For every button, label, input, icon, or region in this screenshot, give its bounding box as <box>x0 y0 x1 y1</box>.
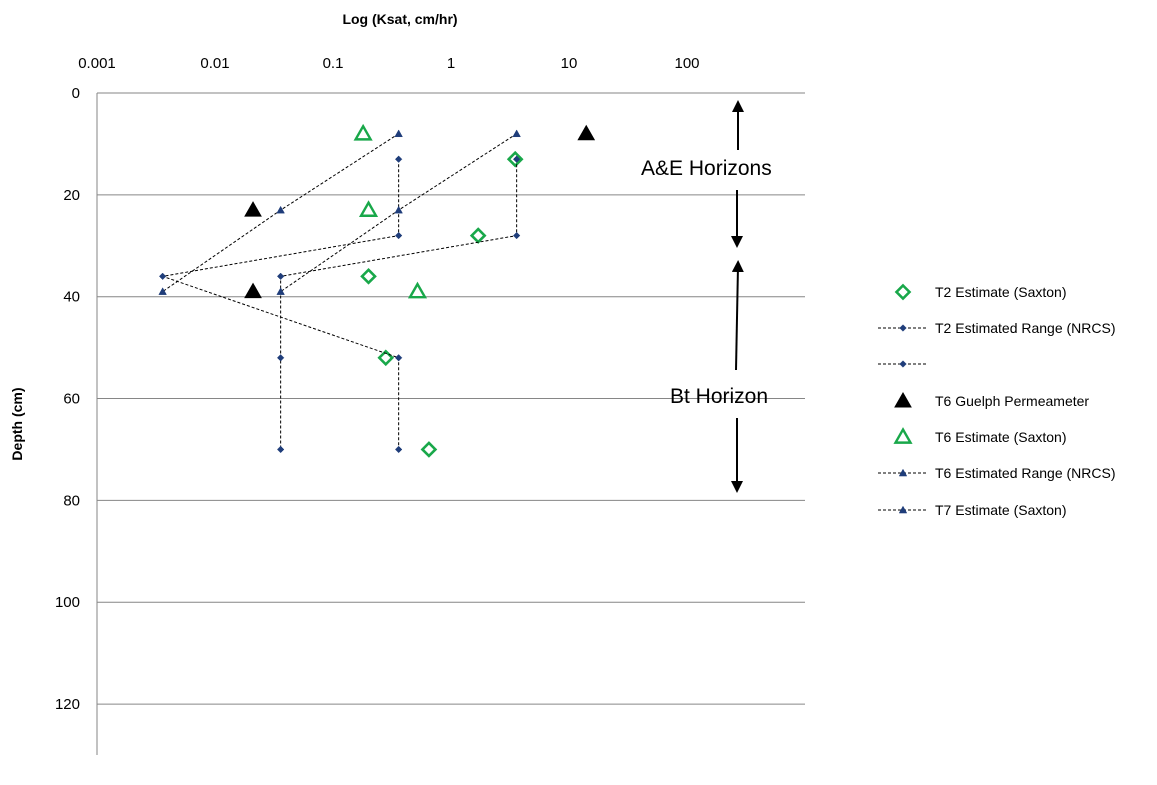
series-6 <box>276 129 521 295</box>
legend-marker <box>898 505 908 514</box>
series-2 <box>276 155 521 454</box>
legend: T2 Estimate (Saxton) T2 Estimated Range (… <box>878 283 1116 518</box>
data-point <box>512 129 521 138</box>
y-tick-label: 100 <box>55 594 80 611</box>
legend-marker <box>893 427 913 444</box>
x-tick-label: 10 <box>561 55 578 72</box>
data-point <box>158 272 167 280</box>
legend-label: T2 Estimate (Saxton) <box>935 284 1067 300</box>
x-tick-label: 0.01 <box>200 55 229 72</box>
legend-label: T6 Guelph Permeameter <box>935 393 1089 409</box>
data-point <box>394 155 403 163</box>
series-line <box>280 159 518 450</box>
data-point <box>394 445 403 454</box>
x-tick-label: 0.001 <box>78 55 116 72</box>
data-point <box>394 205 403 214</box>
y-tick-label: 80 <box>63 492 80 509</box>
legend-item-0: T2 Estimate (Saxton) <box>894 283 1067 301</box>
series-4 <box>353 123 428 299</box>
data-point <box>394 129 403 138</box>
legend-marker <box>899 324 907 332</box>
legend-item-6: T7 Estimate (Saxton) <box>878 502 1067 518</box>
bt-up-arrow <box>731 260 744 371</box>
x-tick-label: 100 <box>674 55 699 72</box>
annotation-ae-horizons: A&E Horizons <box>641 157 772 180</box>
data-point <box>276 205 285 214</box>
y-tick-label: 40 <box>63 289 80 306</box>
series-0 <box>360 150 524 458</box>
legend-label: T7 Estimate (Saxton) <box>935 502 1067 518</box>
annotation-bt-horizon: Bt Horizon <box>670 385 768 408</box>
data-point <box>360 267 377 285</box>
data-point <box>377 349 395 367</box>
legend-marker <box>899 360 907 368</box>
data-point <box>353 123 373 141</box>
data-point <box>394 231 403 240</box>
legend-item-4: T6 Estimate (Saxton) <box>893 427 1067 445</box>
legend-marker <box>894 391 912 408</box>
data-point <box>244 201 262 217</box>
data-point <box>506 150 524 168</box>
data-point <box>276 287 285 295</box>
data-point <box>469 227 487 244</box>
y-tick-label: 0 <box>72 85 80 102</box>
data-point <box>244 282 262 299</box>
x-tick-label: 1 <box>447 55 455 72</box>
series-3 <box>244 124 596 299</box>
data-point <box>420 441 438 458</box>
data-point <box>394 354 403 362</box>
y-tick-label: 120 <box>55 696 80 713</box>
legend-item-2 <box>878 360 928 368</box>
y-tick-labels: 0 20 40 60 80 100 120 <box>55 85 80 713</box>
legend-marker <box>898 468 908 477</box>
data-point <box>577 124 596 141</box>
x-axis-title: Log (Ksat, cm/hr) <box>342 11 457 27</box>
legend-label: T6 Estimated Range (NRCS) <box>935 465 1116 481</box>
legend-label: T6 Estimate (Saxton) <box>935 429 1067 445</box>
series-5 <box>158 129 403 295</box>
y-tick-label: 60 <box>63 391 80 408</box>
data-point <box>276 354 285 362</box>
legend-marker <box>894 283 912 301</box>
y-axis-title: Depth (cm) <box>9 387 25 460</box>
legend-item-1: T2 Estimated Range (NRCS) <box>878 320 1116 336</box>
data-point <box>276 445 285 454</box>
legend-item-3: T6 Guelph Permeameter <box>894 391 1089 409</box>
data-point <box>407 281 428 299</box>
series-layer <box>158 123 596 458</box>
x-tick-label: 0.1 <box>323 55 344 72</box>
data-point <box>276 272 285 280</box>
data-point <box>512 155 521 163</box>
x-tick-labels: 0.001 0.01 0.1 1 10 100 <box>78 55 699 72</box>
legend-item-5: T6 Estimated Range (NRCS) <box>878 465 1116 481</box>
data-point <box>158 287 167 295</box>
y-tick-label: 20 <box>63 187 80 204</box>
gridlines <box>97 92 805 705</box>
data-point <box>512 231 521 240</box>
legend-label: T2 Estimated Range (NRCS) <box>935 320 1116 336</box>
data-point <box>358 200 379 217</box>
